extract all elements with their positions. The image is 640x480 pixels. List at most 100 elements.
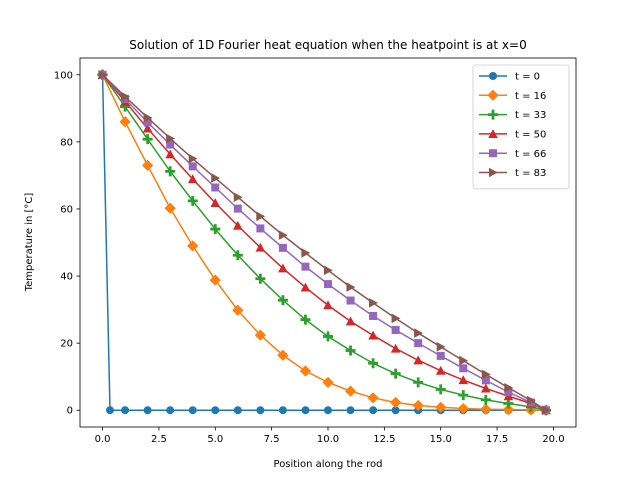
y-tick-label: 100 (54, 70, 73, 81)
x-tick-label: 10.0 (317, 434, 339, 445)
data-point (346, 406, 355, 415)
legend-label: t = 33 (515, 110, 546, 121)
data-point (210, 198, 221, 207)
y-tick-label: 0 (67, 406, 73, 417)
data-point (232, 250, 243, 261)
series-3 (97, 69, 551, 415)
data-point (301, 262, 310, 271)
data-point (481, 369, 491, 380)
legend: t = 0 t = 16 t = 33 t = 50 t = 66 t = 83 (472, 64, 570, 190)
data-point (119, 116, 131, 128)
data-point (391, 326, 400, 335)
data-point (143, 406, 152, 415)
data-point (277, 295, 288, 306)
data-point (211, 406, 220, 415)
data-point (278, 243, 287, 252)
x-tick-label: 0.0 (95, 434, 111, 445)
data-point (301, 248, 311, 258)
legend-label: t = 16 (515, 91, 546, 102)
data-point (369, 298, 378, 308)
x-tick-label: 15.0 (430, 434, 452, 445)
data-point (188, 153, 198, 164)
data-point (413, 355, 423, 365)
data-point (187, 195, 198, 206)
data-point (526, 395, 536, 406)
legend-item: t = 83 (479, 167, 546, 179)
data-point (121, 406, 130, 415)
data-point (413, 377, 424, 388)
x-tick-label: 12.5 (373, 434, 395, 445)
legend-marker (488, 129, 498, 138)
data-point (345, 345, 356, 356)
y-tick-label: 80 (60, 137, 73, 148)
data-point (322, 376, 334, 388)
data-point (504, 388, 513, 397)
data-point (346, 282, 356, 292)
data-point (211, 183, 220, 192)
data-point (414, 339, 423, 348)
data-point (324, 406, 332, 415)
data-point (502, 403, 514, 416)
legend-marker (489, 72, 497, 80)
data-point (211, 173, 221, 183)
data-point (166, 133, 175, 144)
data-point (142, 159, 154, 171)
data-point (459, 364, 468, 373)
data-point (233, 204, 242, 213)
data-point (414, 328, 423, 338)
data-point (459, 355, 469, 366)
legend-marker (487, 89, 499, 101)
legend-item: t = 66 (479, 149, 546, 160)
data-point (436, 351, 445, 360)
x-tick-label: 2.5 (151, 434, 167, 445)
series-5 (98, 69, 551, 416)
legend-label: t = 0 (515, 72, 540, 83)
y-axis-title: Temperature in [°C] (24, 193, 35, 293)
data-point (166, 406, 175, 415)
x-tick-label: 5.0 (207, 434, 223, 445)
data-point (256, 211, 266, 222)
series-line (101, 74, 547, 411)
data-point (121, 91, 130, 102)
y-tick-label: 40 (60, 272, 73, 283)
chart-title: Solution of 1D Fourier heat equation whe… (129, 38, 526, 52)
data-point (301, 406, 310, 415)
data-point (143, 112, 153, 123)
data-point (300, 314, 311, 325)
data-point (209, 274, 221, 286)
data-point (390, 396, 402, 409)
legend-marker (488, 167, 498, 178)
legend-item: t = 50 (479, 129, 546, 141)
data-point (165, 166, 176, 177)
data-point (480, 394, 491, 405)
data-point (255, 273, 266, 284)
data-point (412, 399, 424, 412)
x-tick-label: 17.5 (486, 434, 508, 445)
data-point (105, 406, 114, 415)
legend-item: t = 0 (479, 72, 540, 83)
data-point (278, 406, 287, 415)
data-point (166, 140, 175, 149)
data-point (369, 311, 378, 320)
legend-label: t = 83 (515, 168, 546, 179)
data-point (367, 392, 379, 404)
data-point (480, 403, 492, 415)
data-point (435, 365, 446, 375)
data-point (278, 263, 288, 273)
data-point (210, 224, 221, 235)
data-point (390, 343, 401, 353)
data-point (233, 406, 242, 415)
data-point (541, 405, 551, 416)
x-axis: 0.0 2.5 5.0 7.5 10.0 12.5 15.0 17.5 20.0 (95, 427, 565, 445)
legend-item: t = 16 (479, 89, 546, 102)
data-point (187, 174, 198, 184)
data-point (457, 402, 469, 415)
data-point (233, 220, 243, 230)
data-point (323, 265, 333, 276)
data-point (390, 368, 401, 379)
data-point (346, 296, 355, 305)
data-point (481, 376, 490, 385)
data-point (369, 406, 378, 415)
data-point (324, 280, 332, 289)
